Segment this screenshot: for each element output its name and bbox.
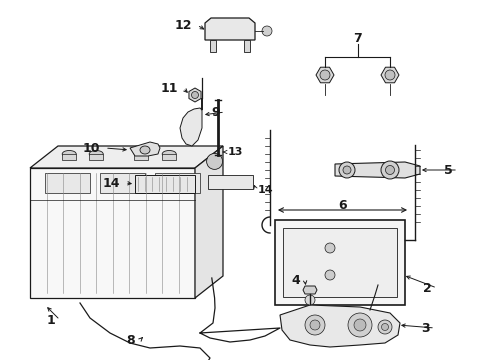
Ellipse shape (134, 150, 148, 158)
Polygon shape (188, 88, 201, 102)
Circle shape (319, 70, 329, 80)
Bar (100, 173, 145, 193)
Bar (207, 175, 252, 189)
Circle shape (347, 313, 371, 337)
Polygon shape (380, 67, 398, 83)
Text: 1: 1 (46, 314, 55, 327)
Polygon shape (280, 305, 399, 347)
Text: 14: 14 (102, 176, 120, 189)
Bar (244, 40, 249, 52)
Circle shape (305, 315, 325, 335)
Text: 4: 4 (291, 274, 299, 287)
Bar (274, 220, 404, 305)
Circle shape (342, 166, 350, 174)
Polygon shape (62, 154, 76, 160)
Bar (155, 173, 200, 193)
Ellipse shape (89, 150, 103, 158)
Circle shape (309, 320, 319, 330)
Text: 8: 8 (126, 333, 135, 346)
Polygon shape (180, 98, 202, 146)
Polygon shape (30, 168, 195, 298)
Circle shape (325, 270, 334, 280)
Polygon shape (334, 162, 419, 178)
Text: 12: 12 (174, 18, 192, 32)
Ellipse shape (140, 146, 150, 154)
Circle shape (385, 166, 394, 175)
Circle shape (191, 91, 198, 99)
Circle shape (353, 319, 365, 331)
Text: 7: 7 (353, 32, 362, 45)
Polygon shape (162, 154, 176, 160)
Polygon shape (30, 146, 223, 168)
Polygon shape (204, 18, 254, 40)
Text: 14: 14 (258, 185, 273, 195)
Text: 5: 5 (443, 163, 452, 176)
Bar (135, 175, 195, 193)
Circle shape (381, 324, 387, 330)
Text: 3: 3 (421, 321, 429, 334)
Text: 11: 11 (160, 81, 178, 95)
Polygon shape (303, 286, 316, 294)
Polygon shape (315, 67, 333, 83)
Polygon shape (134, 154, 148, 160)
Circle shape (262, 26, 271, 36)
Circle shape (325, 243, 334, 253)
Polygon shape (89, 154, 103, 160)
Ellipse shape (62, 150, 76, 158)
Text: 2: 2 (423, 282, 431, 294)
Polygon shape (195, 146, 223, 298)
Bar (45, 173, 90, 193)
Circle shape (338, 162, 354, 178)
Circle shape (384, 70, 394, 80)
Polygon shape (130, 142, 160, 156)
Circle shape (206, 153, 222, 170)
Text: 10: 10 (82, 141, 100, 154)
Bar (209, 40, 216, 52)
Circle shape (380, 161, 398, 179)
Text: 6: 6 (338, 198, 346, 212)
Circle shape (377, 320, 391, 334)
Ellipse shape (162, 150, 176, 158)
Circle shape (305, 295, 314, 305)
Text: 9: 9 (211, 105, 220, 118)
Bar (283, 228, 396, 297)
Text: 13: 13 (227, 147, 243, 157)
